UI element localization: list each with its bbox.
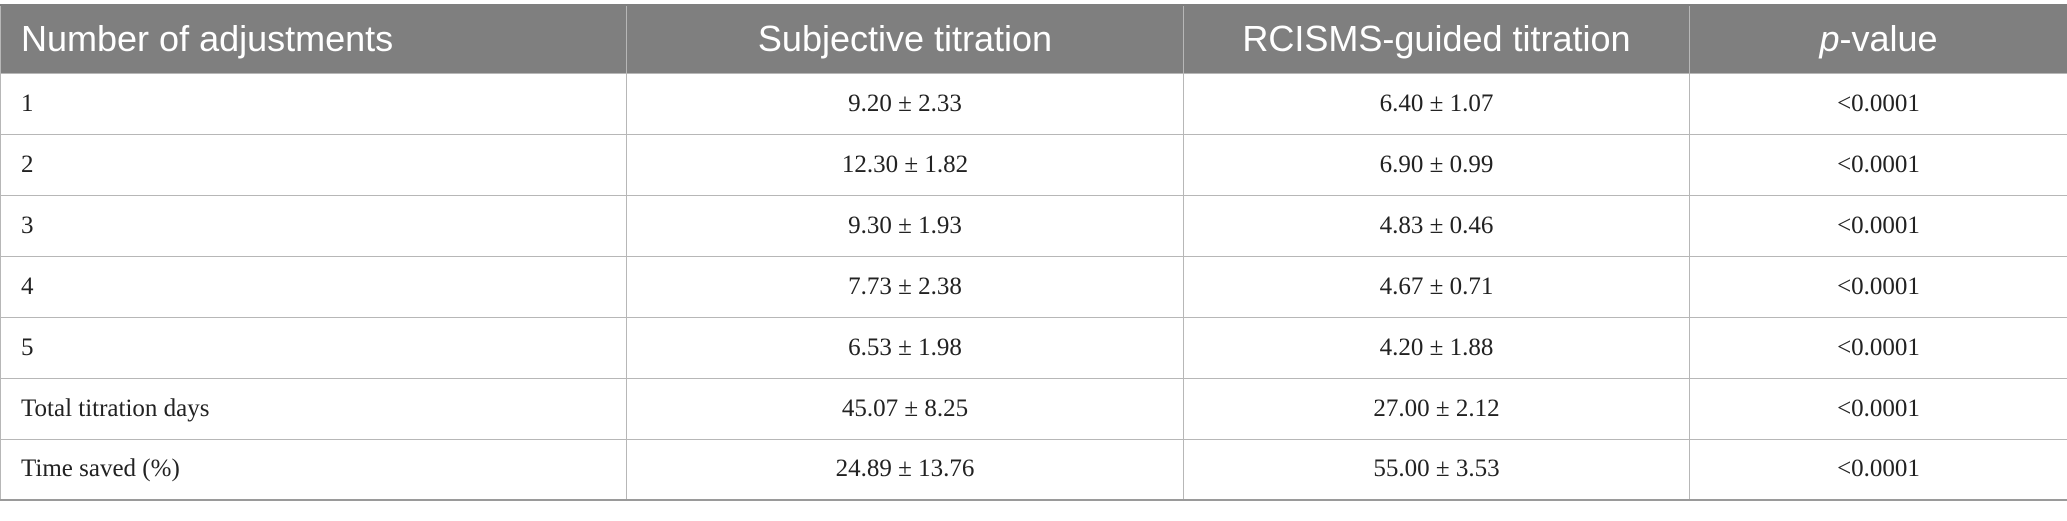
p-value: <0.0001 bbox=[1689, 438, 2067, 501]
row-label: 5 bbox=[0, 316, 627, 379]
row-label: Total titration days bbox=[0, 377, 627, 440]
row-label: Time saved (%) bbox=[0, 438, 627, 501]
header-row: Number of adjustments Subjective titrati… bbox=[0, 4, 2067, 74]
p-value: <0.0001 bbox=[1689, 377, 2067, 440]
rcisms-value: 6.40 ± 1.07 bbox=[1183, 72, 1690, 135]
table-row: 5 6.53 ± 1.98 4.20 ± 1.88 <0.0001 bbox=[0, 316, 2067, 379]
row-label: 3 bbox=[0, 194, 627, 257]
rcisms-value: 55.00 ± 3.53 bbox=[1183, 438, 1690, 501]
header-subjective-titration: Subjective titration bbox=[626, 4, 1184, 74]
subjective-value: 24.89 ± 13.76 bbox=[626, 438, 1184, 501]
row-label: 2 bbox=[0, 133, 627, 196]
table-row: Time saved (%) 24.89 ± 13.76 55.00 ± 3.5… bbox=[0, 438, 2067, 501]
subjective-value: 7.73 ± 2.38 bbox=[626, 255, 1184, 318]
row-label: 1 bbox=[0, 72, 627, 135]
rcisms-value: 4.83 ± 0.46 bbox=[1183, 194, 1690, 257]
subjective-value: 45.07 ± 8.25 bbox=[626, 377, 1184, 440]
rcisms-value: 6.90 ± 0.99 bbox=[1183, 133, 1690, 196]
subjective-value: 9.30 ± 1.93 bbox=[626, 194, 1184, 257]
table-row: 3 9.30 ± 1.93 4.83 ± 0.46 <0.0001 bbox=[0, 194, 2067, 257]
table-header: Number of adjustments Subjective titrati… bbox=[0, 4, 2067, 74]
rcisms-value: 4.67 ± 0.71 bbox=[1183, 255, 1690, 318]
rcisms-value: 27.00 ± 2.12 bbox=[1183, 377, 1690, 440]
rcisms-value: 4.20 ± 1.88 bbox=[1183, 316, 1690, 379]
table-body: 1 9.20 ± 2.33 6.40 ± 1.07 <0.0001 2 12.3… bbox=[0, 72, 2067, 501]
table-row: 1 9.20 ± 2.33 6.40 ± 1.07 <0.0001 bbox=[0, 72, 2067, 135]
table-row: 4 7.73 ± 2.38 4.67 ± 0.71 <0.0001 bbox=[0, 255, 2067, 318]
p-value: <0.0001 bbox=[1689, 255, 2067, 318]
header-p-rest: -value bbox=[1839, 18, 1938, 60]
p-value: <0.0001 bbox=[1689, 133, 2067, 196]
p-value: <0.0001 bbox=[1689, 316, 2067, 379]
row-label: 4 bbox=[0, 255, 627, 318]
titration-comparison-table: Number of adjustments Subjective titrati… bbox=[0, 4, 2067, 501]
p-value: <0.0001 bbox=[1689, 72, 2067, 135]
table-row: Total titration days 45.07 ± 8.25 27.00 … bbox=[0, 377, 2067, 440]
subjective-value: 9.20 ± 2.33 bbox=[626, 72, 1184, 135]
header-number-of-adjustments: Number of adjustments bbox=[0, 4, 627, 74]
header-p-value: p-value bbox=[1689, 4, 2067, 74]
subjective-value: 12.30 ± 1.82 bbox=[626, 133, 1184, 196]
results-table-container: Number of adjustments Subjective titrati… bbox=[0, 4, 2067, 501]
subjective-value: 6.53 ± 1.98 bbox=[626, 316, 1184, 379]
table-row: 2 12.30 ± 1.82 6.90 ± 0.99 <0.0001 bbox=[0, 133, 2067, 196]
p-value: <0.0001 bbox=[1689, 194, 2067, 257]
header-rcisms-guided-titration: RCISMS-guided titration bbox=[1183, 4, 1690, 74]
header-p-italic: p bbox=[1819, 18, 1840, 60]
